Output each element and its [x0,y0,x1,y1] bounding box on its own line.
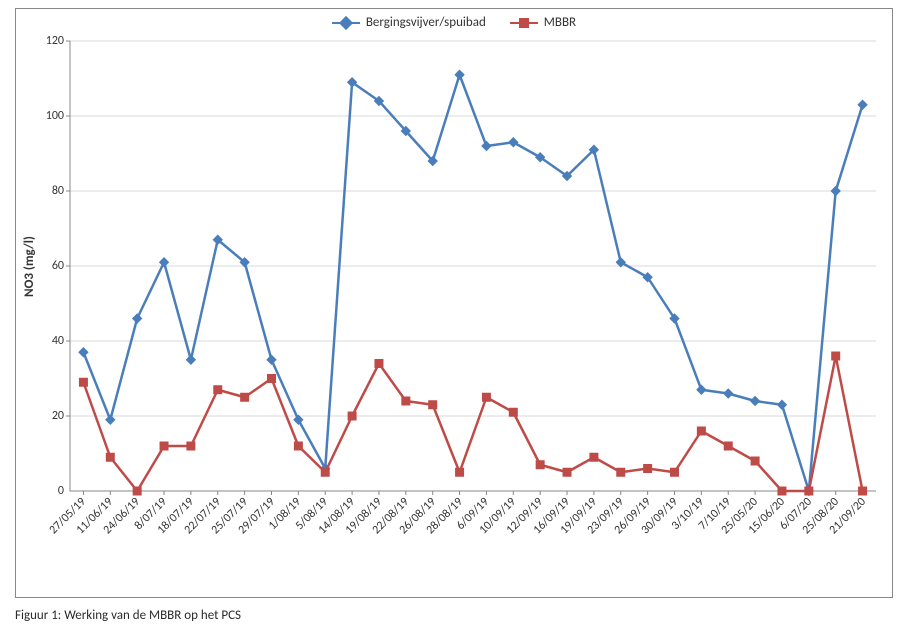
y-tick-label: 0 [58,484,64,498]
legend: Bergingsvijver/spuibad MBBR [16,15,892,34]
legend-item: MBBR [510,15,576,30]
legend-item: Bergingsvijver/spuibad [332,15,486,30]
legend-label: Bergingsvijver/spuibad [366,15,486,30]
y-tick-label: 100 [46,109,64,123]
plot-area: 02040608010012027/05/1911/06/1924/06/198… [70,41,876,491]
figure-caption: Figuur 1: Werking van de MBBR op het PCS [15,608,241,623]
y-tick-label: 60 [52,259,64,273]
y-tick-label: 40 [52,334,64,348]
legend-swatch [332,16,360,30]
y-tick-label: 120 [46,34,64,48]
figure-wrapper: Bergingsvijver/spuibadMBBR NO3 (mg/l) 02… [0,0,909,639]
y-axis-title: NO3 (mg/l) [20,41,38,491]
legend-label: MBBR [544,15,576,30]
y-tick-label: 20 [52,409,64,423]
y-tick-label: 80 [52,184,64,198]
y-axis-label: NO3 (mg/l) [22,236,37,297]
legend-swatch [510,16,538,30]
chart-frame: Bergingsvijver/spuibadMBBR NO3 (mg/l) 02… [15,8,893,598]
